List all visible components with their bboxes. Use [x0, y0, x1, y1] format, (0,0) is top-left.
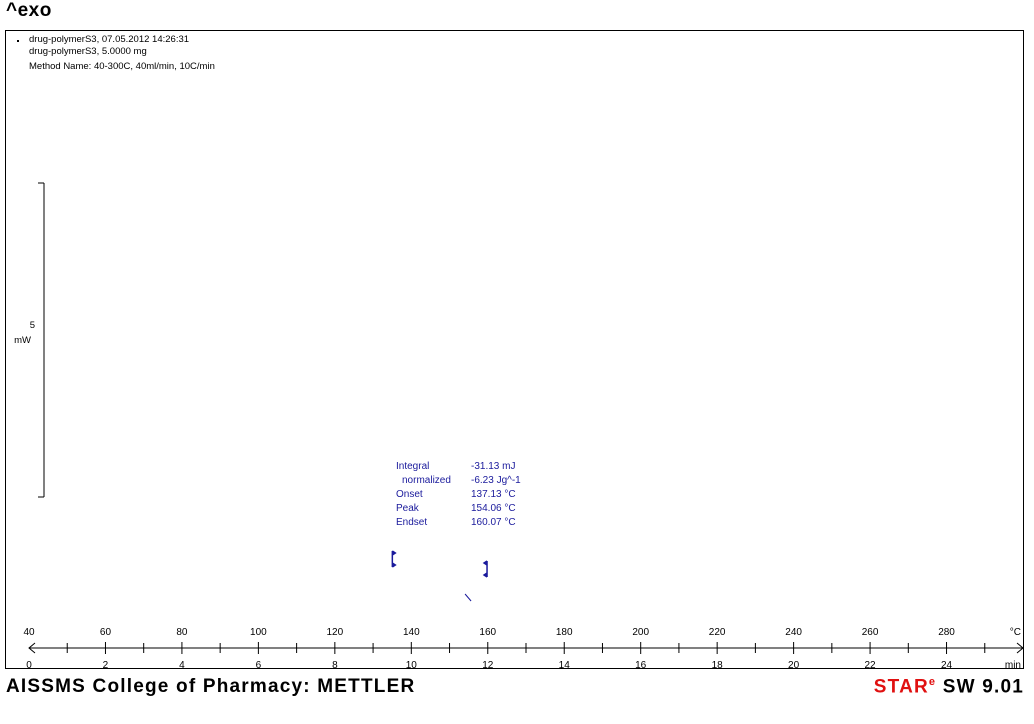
plot-frame	[5, 30, 1024, 669]
star-e: e	[928, 676, 937, 688]
x-tick-label-temp: 80	[176, 627, 188, 638]
results-values: -31.13 mJ -6.23 Jg^-1 137.13 °C 154.06 °…	[471, 460, 521, 530]
endset-limit-marker	[482, 560, 488, 578]
x-tick-label-time: 16	[635, 660, 647, 671]
result-label-onset: Onset	[396, 489, 423, 500]
result-value-onset: 137.13 °C	[471, 489, 516, 500]
x-tick-label-temp: 120	[327, 627, 344, 638]
x-tick-label-time: 2	[103, 660, 109, 671]
sample-mass-line: drug-polymerS3, 5.0000 mg	[29, 46, 147, 57]
x-axis: 40 60 80 100 120 140 160 180 200 220 240 260 280 °C0 2…	[23, 627, 1024, 671]
x-tick-label-temp: 240	[785, 627, 802, 638]
x-tick-label-time: 12	[482, 660, 494, 671]
x-tick-label-time: 20	[788, 660, 800, 671]
x-tick-label-temp: 220	[709, 627, 726, 638]
software-version: SW 9.01	[936, 676, 1024, 698]
star-s: S	[873, 676, 888, 698]
results-labels: Integral normalized Onset Peak Endset	[396, 460, 451, 530]
exo-direction-label: ^exo	[6, 0, 52, 21]
result-value-endset: 160.07 °C	[471, 517, 516, 528]
marker-dot	[17, 40, 19, 42]
x-unit-temp: °C	[1010, 627, 1021, 638]
result-label-endset: Endset	[396, 517, 428, 528]
result-value-normalized: -6.23 Jg^-1	[471, 475, 521, 486]
scale-bar	[38, 182, 45, 498]
scale-bar-unit: mW	[14, 335, 31, 346]
x-tick-label-temp: 40	[23, 627, 35, 638]
x-tick-label-time: 14	[559, 660, 571, 671]
x-tick-label-temp: 200	[632, 627, 649, 638]
x-tick-label-time: 6	[256, 660, 262, 671]
x-tick-label-time: 0	[26, 660, 32, 671]
x-tick-label-temp: 260	[862, 627, 879, 638]
onset-limit-marker	[391, 550, 397, 568]
sample-info-line: drug-polymerS3, 07.05.2012 14:26:31	[29, 34, 190, 45]
x-tick-label-time: 24	[941, 660, 953, 671]
peak-marker	[464, 593, 472, 602]
footer-software: STARe SW 9.01	[874, 676, 1024, 698]
x-tick-label-temp: 180	[556, 627, 573, 638]
x-tick-label-time: 4	[179, 660, 185, 671]
result-label-peak: Peak	[396, 503, 419, 514]
footer-institution: AISSMS College of Pharmacy: METTLER	[6, 676, 416, 697]
result-label-integral: Integral	[396, 461, 430, 472]
x-tick-label-temp: 280	[938, 627, 955, 638]
result-label-normalized: normalized	[402, 475, 451, 486]
x-unit-time: min	[1005, 660, 1021, 671]
x-tick-label-temp: 140	[403, 627, 420, 638]
scale-bar-value: 5	[29, 320, 35, 331]
x-tick-label-time: 8	[332, 660, 338, 671]
method-name-line: Method Name: 40-300C, 40ml/min, 10C/min	[29, 61, 215, 72]
evaluation-marks	[391, 550, 488, 602]
x-tick-label-temp: 160	[479, 627, 496, 638]
result-value-peak: 154.06 °C	[471, 503, 516, 514]
x-tick-label-temp: 60	[100, 627, 112, 638]
result-value-integral: -31.13 mJ	[471, 461, 516, 472]
x-tick-label-temp: 100	[250, 627, 267, 638]
x-tick-label-time: 22	[865, 660, 877, 671]
x-axis-arrow	[1016, 642, 1024, 654]
x-tick-label-time: 18	[712, 660, 724, 671]
star-tar: TAR	[887, 676, 929, 698]
x-axis-start-arrow	[28, 642, 36, 654]
x-tick-label-time: 10	[406, 660, 418, 671]
